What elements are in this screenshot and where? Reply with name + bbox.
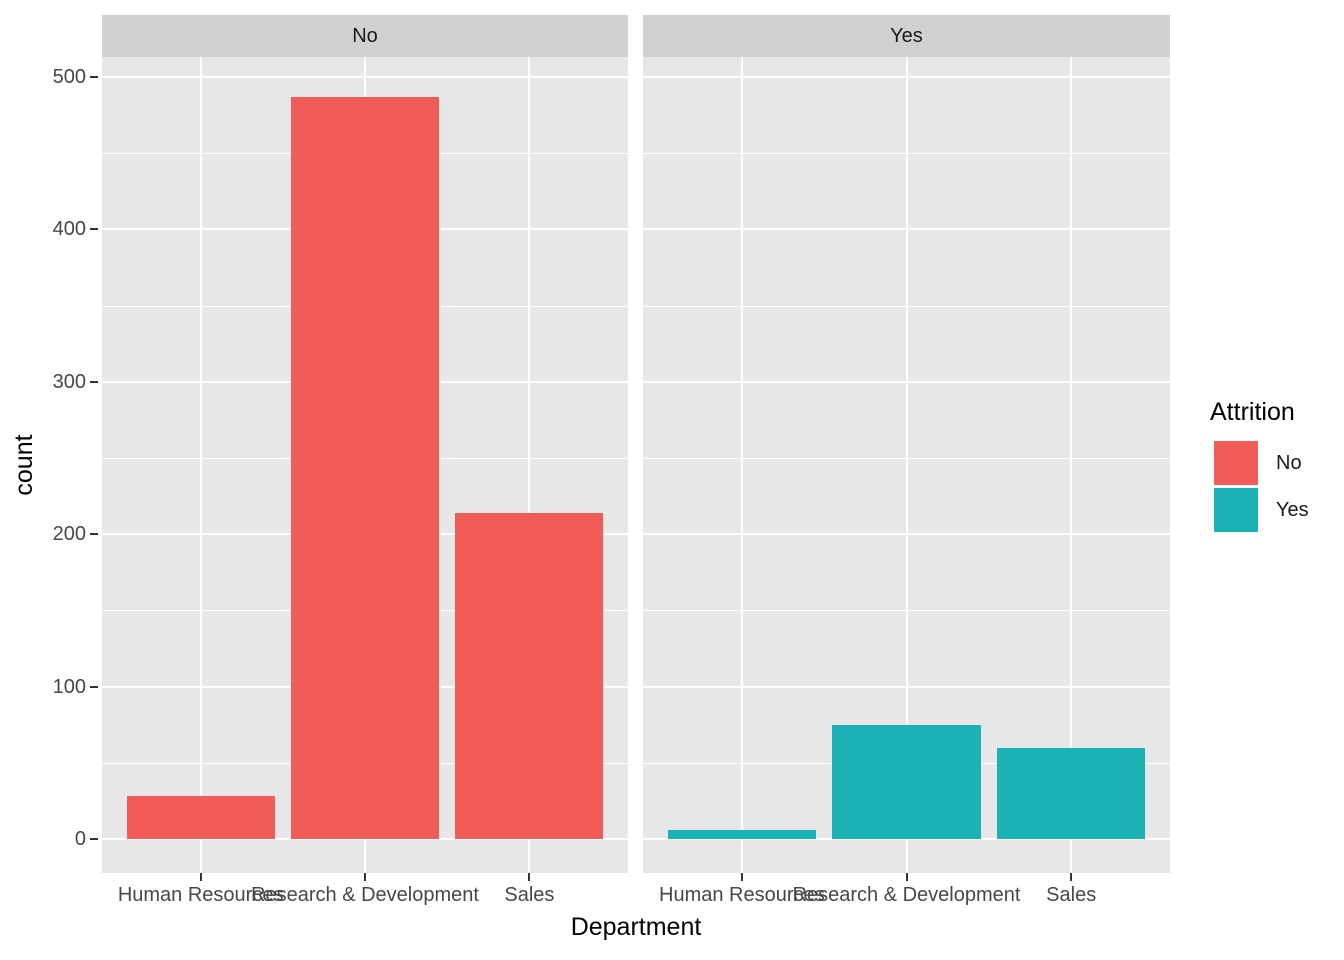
y-tick xyxy=(90,228,98,231)
x-tick-label: Human Resources xyxy=(659,884,825,906)
x-tick-label: Sales xyxy=(504,884,555,906)
y-tick xyxy=(90,685,98,688)
facet-panel-no xyxy=(102,57,628,873)
legend-swatch-no xyxy=(1214,441,1258,485)
gridline-major-x xyxy=(528,57,531,873)
legend-entry-no: No xyxy=(1210,441,1309,485)
y-tick-label: 400 xyxy=(52,218,86,241)
gridline-major-x xyxy=(1070,57,1073,873)
x-axis-title: Department xyxy=(570,913,702,941)
bar-no-human-resources xyxy=(126,796,275,839)
y-tick xyxy=(90,838,98,840)
legend: Attrition No Yes xyxy=(1210,398,1309,535)
bar-no-research-development xyxy=(291,96,439,839)
legend-label-yes: Yes xyxy=(1276,498,1309,521)
gridline-major-x xyxy=(740,57,743,873)
legend-entry-yes: Yes xyxy=(1210,488,1309,532)
x-tick-label: Research & Development xyxy=(251,884,479,906)
x-tick xyxy=(905,873,908,881)
x-tick xyxy=(1070,873,1073,881)
legend-label-no: No xyxy=(1276,451,1302,474)
y-tick-label: 200 xyxy=(52,523,86,546)
y-axis-title: count xyxy=(10,434,38,496)
y-tick-label: 300 xyxy=(52,370,86,393)
facet-strip-no: No xyxy=(102,15,628,57)
x-tick-label: Sales xyxy=(1046,884,1097,906)
x-tick xyxy=(740,873,743,881)
facet-strip-label: No xyxy=(352,24,378,47)
gridline-major-x xyxy=(905,57,908,873)
bar-yes-research-development xyxy=(832,724,981,839)
facet-strip-yes: Yes xyxy=(643,15,1170,57)
legend-title: Attrition xyxy=(1210,398,1295,426)
legend-swatch-yes xyxy=(1214,488,1258,532)
y-tick xyxy=(90,380,98,383)
bar-no-sales xyxy=(455,512,604,839)
bar-yes-human-resources xyxy=(667,829,816,839)
y-tick xyxy=(90,76,98,78)
x-tick xyxy=(199,873,202,881)
x-tick-label: Human Resources xyxy=(117,884,284,906)
x-tick xyxy=(528,873,531,881)
facet-strip-label: Yes xyxy=(890,24,923,47)
y-tick-label: 500 xyxy=(52,66,86,88)
x-tick-label: Research & Development xyxy=(792,884,1021,906)
gridline-major-x xyxy=(199,57,202,873)
y-tick-label: 0 xyxy=(74,828,86,850)
facet-panel-yes xyxy=(643,57,1170,873)
y-tick xyxy=(90,533,98,536)
x-tick xyxy=(364,873,366,881)
y-tick-label: 100 xyxy=(52,675,86,698)
bar-yes-sales xyxy=(997,747,1146,839)
